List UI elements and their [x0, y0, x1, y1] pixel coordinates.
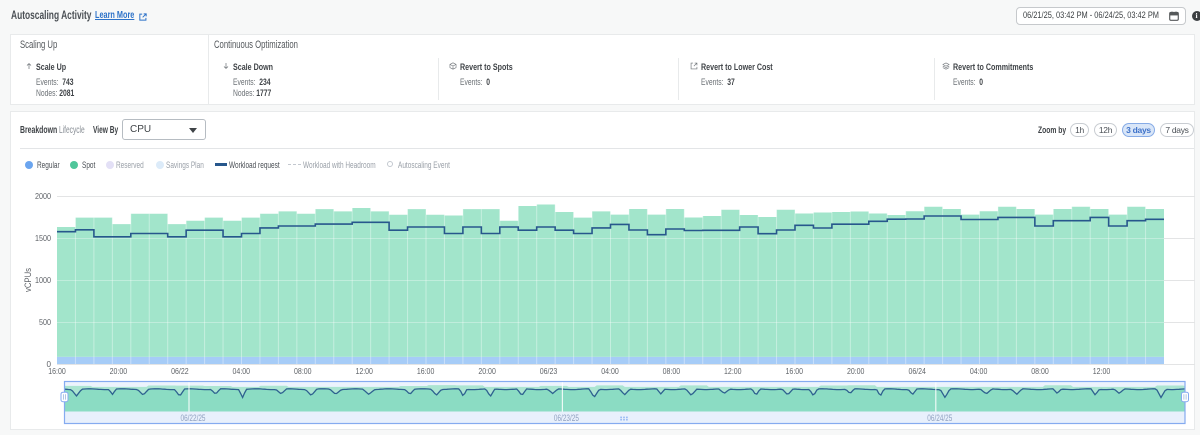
svg-text:12:00: 12:00 — [724, 366, 742, 376]
svg-text:1000: 1000 — [35, 275, 51, 285]
svg-text:06/22/25: 06/22/25 — [181, 413, 206, 423]
svg-text:500: 500 — [39, 317, 51, 327]
svg-text:20:00: 20:00 — [478, 366, 496, 376]
svg-text:06/23: 06/23 — [540, 366, 558, 376]
svg-text:vCPUs: vCPUs — [23, 268, 33, 292]
svg-text:2000: 2000 — [35, 191, 51, 201]
svg-text:06/23/25: 06/23/25 — [554, 413, 579, 423]
svg-text:06/24: 06/24 — [908, 366, 926, 376]
svg-text:16:00: 16:00 — [48, 366, 66, 376]
svg-text:04:00: 04:00 — [601, 366, 619, 376]
svg-text:12:00: 12:00 — [1093, 366, 1111, 376]
svg-text:08:00: 08:00 — [294, 366, 312, 376]
svg-text:04:00: 04:00 — [970, 366, 988, 376]
svg-text:12:00: 12:00 — [355, 366, 373, 376]
svg-text:04:00: 04:00 — [233, 366, 251, 376]
svg-text:0: 0 — [47, 359, 52, 369]
svg-text:08:00: 08:00 — [663, 366, 681, 376]
svg-text:20:00: 20:00 — [110, 366, 128, 376]
svg-text:1500: 1500 — [35, 233, 51, 243]
svg-text:16:00: 16:00 — [417, 366, 435, 376]
svg-text:06/22: 06/22 — [171, 366, 189, 376]
svg-text:16:00: 16:00 — [786, 366, 804, 376]
svg-text:08:00: 08:00 — [1031, 366, 1049, 376]
svg-text:20:00: 20:00 — [847, 366, 865, 376]
svg-text:06/24/25: 06/24/25 — [927, 413, 952, 423]
